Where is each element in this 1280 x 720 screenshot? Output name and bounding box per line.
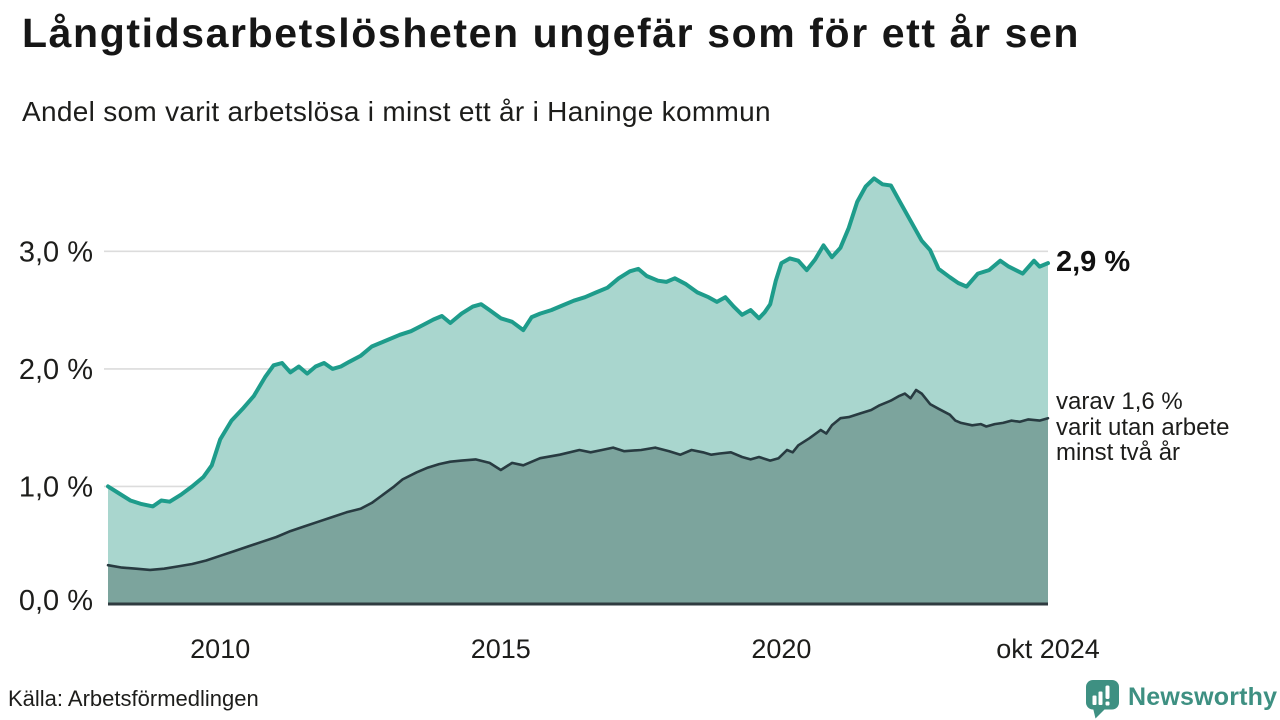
y-axis-tick-label: 2,0 % <box>19 354 93 386</box>
annotation-latest-value: 2,9 % <box>1056 246 1131 278</box>
chart-title: Långtidsarbetslösheten ungefär som för e… <box>22 10 1081 56</box>
x-axis-tick-label: 2010 <box>190 634 250 664</box>
annotation-detail-line: minst två år <box>1056 439 1181 466</box>
y-axis-tick-label: 1,0 % <box>19 471 93 503</box>
annotation-detail-line: varit utan arbete <box>1056 413 1230 441</box>
newsworthy-brand-text: Newsworthy <box>1128 683 1278 711</box>
y-axis-tick-label: 0,0 % <box>19 585 93 617</box>
x-axis-tick-label: 2015 <box>471 634 531 664</box>
series-line-0 <box>106 176 1050 509</box>
x-axis-tick-label: 2020 <box>751 634 811 664</box>
area-fill-1 <box>108 390 1048 604</box>
newsworthy-icon <box>1086 680 1119 719</box>
y-axis-tick-label: 3,0 % <box>19 236 93 268</box>
chart-subtitle: Andel som varit arbetslösa i minst ett å… <box>22 96 771 127</box>
source-note: Källa: Arbetsförmedlingen <box>8 686 259 711</box>
annotation-detail: varav 1,6 % varit utan arbete minst två … <box>1056 389 1229 466</box>
x-axis-tick-label: okt 2024 <box>996 634 1100 664</box>
annotation-detail-line: varav 1,6 % <box>1056 388 1183 415</box>
series-line-1 <box>106 388 1050 572</box>
newsworthy-logo[interactable]: Newsworthy <box>1085 679 1277 719</box>
